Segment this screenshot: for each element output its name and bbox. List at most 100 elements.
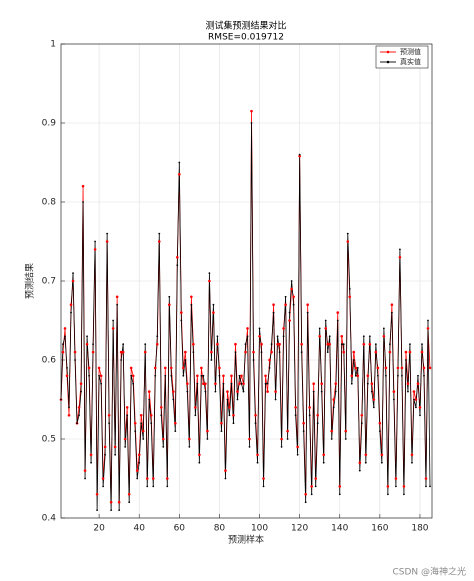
data-point [421, 343, 423, 346]
plot-frame [60, 43, 433, 519]
data-point [123, 437, 127, 441]
legend-label: 真实值 [400, 57, 421, 66]
data-point [360, 422, 363, 425]
data-point [358, 469, 361, 472]
data-point [392, 398, 395, 401]
data-point [156, 335, 159, 338]
data-point [170, 374, 173, 377]
data-point [266, 390, 269, 393]
data-point [262, 477, 265, 480]
data-point [80, 390, 82, 393]
data-point [374, 343, 377, 346]
data-point [166, 485, 169, 488]
data-point [232, 414, 235, 417]
data-point [296, 445, 299, 449]
data-point [248, 446, 251, 448]
data-point [390, 311, 393, 314]
data-point [290, 287, 293, 291]
data-point [374, 350, 378, 354]
data-point [198, 453, 201, 457]
data-point [401, 374, 403, 377]
data-point [118, 509, 121, 511]
data-point [362, 342, 366, 346]
x-tick-label: 80 [214, 524, 226, 534]
data-point [167, 303, 171, 307]
data-point [149, 414, 153, 417]
data-point [161, 437, 165, 441]
y-tick-label: 0.9 [42, 119, 57, 129]
data-point [324, 327, 328, 330]
data-point [133, 421, 137, 425]
data-point [196, 374, 199, 378]
data-point [228, 406, 231, 409]
data-point [326, 351, 329, 353]
data-point [136, 477, 139, 480]
y-tick-label: 0.6 [42, 356, 57, 366]
data-point [125, 406, 129, 409]
data-point [411, 461, 413, 464]
data-point [340, 335, 344, 338]
data-point [254, 422, 257, 425]
data-point [178, 161, 181, 164]
data-point [96, 509, 98, 511]
data-point [146, 485, 149, 488]
data-point [258, 327, 261, 330]
data-point [384, 374, 387, 377]
data-point [81, 184, 85, 188]
watermark: CSDN @海神之光 [392, 566, 466, 578]
data-point [155, 342, 159, 346]
data-point [178, 173, 181, 176]
data-point [101, 477, 105, 480]
data-point [292, 295, 295, 299]
data-point [234, 351, 237, 353]
data-point [220, 421, 223, 425]
data-point [322, 461, 325, 464]
data-point [144, 343, 147, 346]
data-point [423, 374, 425, 377]
x-tick-label: 100 [251, 524, 268, 534]
data-point [200, 366, 203, 370]
data-point [79, 382, 83, 386]
data-point [346, 240, 350, 243]
data-point [308, 414, 311, 417]
data-point [240, 374, 243, 378]
data-point [316, 422, 319, 425]
data-point [422, 366, 426, 370]
data-point [378, 421, 382, 425]
y-tick-label: 1 [50, 40, 56, 50]
data-point [346, 232, 349, 235]
data-point [384, 366, 388, 370]
data-point [224, 469, 227, 472]
data-point [370, 390, 373, 393]
data-point [428, 366, 432, 370]
data-point [409, 343, 411, 346]
data-point [121, 350, 125, 354]
data-point [113, 445, 117, 449]
data-point [176, 255, 179, 259]
data-point [288, 311, 291, 314]
data-point [246, 335, 249, 338]
data-point [115, 295, 119, 299]
data-point [60, 398, 62, 401]
data-point [117, 500, 121, 504]
data-point [364, 461, 367, 464]
data-point [326, 342, 330, 346]
data-point [388, 350, 392, 354]
data-point [290, 280, 293, 282]
data-point [270, 350, 273, 354]
data-point [169, 366, 173, 370]
data-point [417, 374, 419, 377]
data-point [380, 453, 384, 457]
data-point [282, 327, 285, 330]
data-point [168, 295, 171, 298]
data-point [132, 382, 135, 385]
data-point [71, 279, 75, 283]
data-point [135, 469, 139, 472]
data-point [274, 398, 277, 401]
data-point [105, 240, 109, 243]
data-point [204, 390, 207, 393]
data-point [88, 374, 90, 377]
data-point [94, 240, 96, 243]
